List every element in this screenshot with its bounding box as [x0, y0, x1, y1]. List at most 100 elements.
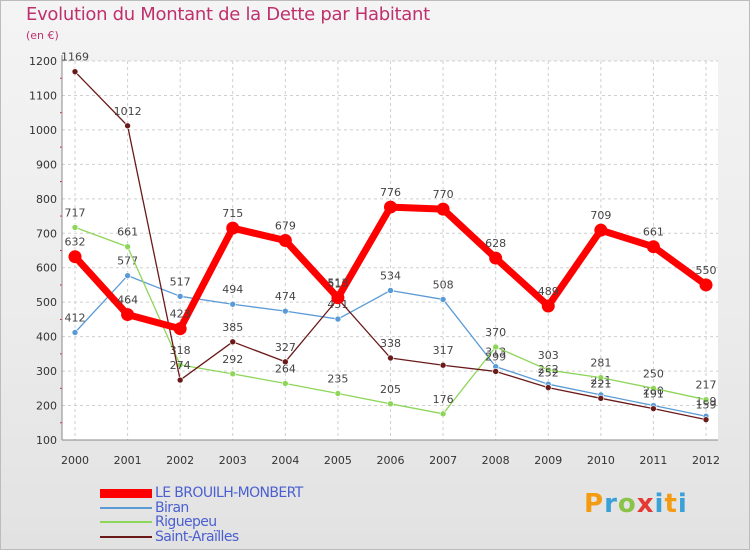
- data-label: 661: [117, 226, 138, 239]
- data-label: 191: [643, 388, 664, 401]
- data-point: [282, 358, 289, 366]
- y-tick-label: 300: [36, 365, 57, 378]
- data-point: [492, 343, 499, 351]
- data-point: [278, 234, 292, 248]
- data-point: [387, 287, 394, 294]
- legend-item-biran: Biran: [100, 500, 189, 516]
- data-point: [229, 300, 237, 308]
- data-label: 661: [643, 226, 664, 239]
- legend-swatch: [100, 536, 152, 538]
- y-tick-label: 600: [36, 262, 57, 275]
- data-point: [699, 278, 713, 292]
- x-tick-label: 2000: [61, 454, 89, 467]
- data-label: 489: [538, 285, 559, 298]
- chart-title: Evolution du Montant de la Dette par Hab…: [26, 4, 430, 25]
- x-tick-label: 2012: [692, 454, 720, 467]
- data-point: [387, 354, 394, 362]
- data-label: 221: [590, 377, 611, 390]
- y-tick-label: 500: [36, 296, 57, 309]
- data-label: 628: [485, 237, 506, 250]
- data-point: [702, 416, 710, 423]
- y-tick-label: 1000: [29, 124, 57, 137]
- data-label: 517: [170, 275, 191, 288]
- data-label: 217: [696, 379, 717, 392]
- data-point: [173, 322, 187, 336]
- legend-item-riguepeu: Riguepeu: [100, 514, 217, 530]
- data-point: [334, 315, 342, 323]
- data-label: 474: [275, 290, 296, 303]
- data-label: 717: [65, 206, 86, 219]
- data-point: [68, 250, 82, 264]
- data-point: [71, 224, 79, 231]
- data-label: 159: [696, 399, 717, 412]
- x-tick-label: 2009: [534, 454, 562, 467]
- y-tick-label: 1200: [29, 55, 57, 68]
- data-label: 292: [222, 353, 243, 366]
- data-label: 281: [590, 357, 611, 370]
- y-tick-label: 700: [36, 227, 57, 240]
- data-label: 550: [696, 264, 717, 277]
- data-point: [387, 400, 394, 408]
- data-point: [650, 385, 657, 392]
- data-point: [176, 376, 184, 384]
- y-tick-label: 100: [36, 434, 57, 447]
- data-point: [439, 361, 447, 369]
- data-label: 303: [538, 349, 559, 362]
- data-point: [334, 390, 342, 397]
- data-point: [176, 293, 184, 300]
- data-label: 235: [327, 372, 348, 385]
- y-tick-label: 200: [36, 400, 57, 413]
- data-point: [229, 338, 237, 346]
- data-label: 327: [275, 341, 296, 354]
- data-point: [436, 202, 450, 216]
- data-label: 423: [170, 308, 191, 321]
- data-point: [124, 272, 131, 279]
- y-tick-label: 1100: [29, 89, 57, 102]
- data-point: [439, 296, 447, 303]
- data-point: [71, 329, 79, 336]
- x-tick-label: 2005: [324, 454, 352, 467]
- data-point: [439, 410, 447, 418]
- legend-label: Saint-Araïlles: [155, 529, 239, 545]
- plot-area: [62, 61, 718, 440]
- x-tick-label: 2006: [377, 454, 405, 467]
- x-tick-label: 2010: [587, 454, 615, 467]
- data-label: 205: [380, 383, 401, 396]
- data-point: [492, 368, 499, 375]
- data-label: 770: [433, 188, 454, 201]
- data-point: [124, 122, 131, 130]
- data-label: 715: [222, 207, 243, 220]
- y-tick-label: 400: [36, 331, 57, 344]
- data-label: 176: [433, 393, 454, 406]
- data-label: 264: [275, 362, 296, 375]
- legend-item-saint-arailles: Saint-Araïlles: [100, 529, 239, 545]
- data-point: [544, 384, 552, 391]
- data-point: [229, 370, 237, 378]
- data-label: 513: [327, 277, 348, 290]
- data-label: 317: [433, 344, 454, 357]
- data-label: 274: [170, 359, 191, 372]
- data-label: 577: [117, 255, 138, 268]
- data-label: 250: [643, 367, 664, 380]
- data-point: [124, 243, 131, 251]
- data-label: 370: [485, 326, 506, 339]
- data-label: 1169: [61, 51, 89, 64]
- legend-label: Riguepeu: [155, 514, 217, 530]
- data-point: [331, 291, 345, 305]
- x-tick-label: 2011: [639, 454, 667, 467]
- legend-label: LE BROUILH-MONBERT: [155, 485, 303, 501]
- data-label: 1012: [114, 105, 142, 118]
- data-label: 534: [380, 269, 401, 282]
- data-point: [594, 223, 608, 237]
- data-point: [282, 380, 289, 387]
- data-point: [544, 366, 552, 374]
- legend-swatch: [100, 488, 152, 498]
- x-tick-label: 2007: [429, 454, 457, 467]
- x-tick-label: 2002: [166, 454, 194, 467]
- data-label: 385: [222, 321, 243, 334]
- legend-swatch: [100, 507, 152, 509]
- data-label: 709: [590, 209, 611, 222]
- data-point: [226, 221, 240, 235]
- y-tick-label: 900: [36, 158, 57, 171]
